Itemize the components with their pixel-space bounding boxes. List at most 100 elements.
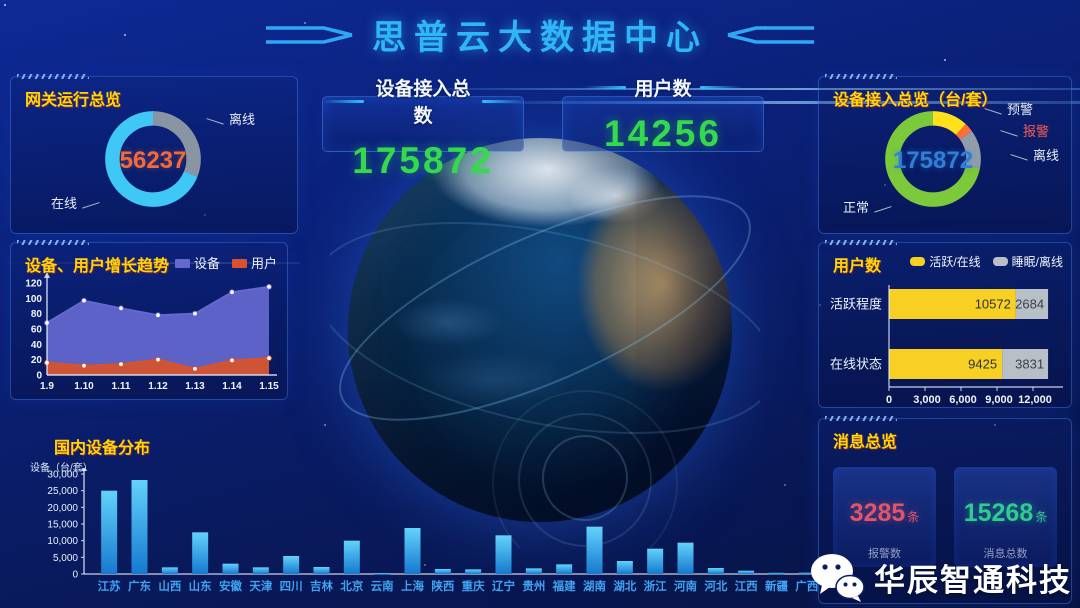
svg-text:60: 60 — [31, 325, 43, 336]
panel-title: 设备、用户增长趋势 — [25, 258, 170, 275]
svg-text:2684: 2684 — [1015, 297, 1044, 312]
offline-label: 离线 — [229, 112, 256, 127]
svg-text:20: 20 — [31, 355, 43, 366]
leader-line — [80, 196, 100, 209]
alarm-message-card: 3285 条 报警数 — [833, 467, 936, 567]
normal-label: 正常 — [843, 200, 870, 215]
svg-text:广西: 广西 — [795, 579, 818, 593]
svg-text:0: 0 — [72, 570, 78, 581]
legend-item-users: 用户 — [231, 253, 277, 272]
y-axis-title: 设备（台/套） — [30, 463, 93, 474]
page-title: 思普云大数据中心 — [372, 19, 708, 57]
earth-globe-image — [348, 138, 732, 522]
legend-sleep-label: 睡眠/离线 — [1011, 255, 1063, 269]
alarm-card-label: 报警数 — [868, 548, 901, 560]
message-cards: 3285 条 报警数 15268 条 消息总数 — [833, 467, 1057, 567]
wechat-icon — [811, 554, 865, 602]
svg-text:3,000: 3,000 — [913, 394, 941, 406]
legend-item-devices: 设备 — [174, 253, 220, 272]
online-label: 在线 — [51, 196, 78, 211]
svg-text:江苏: 江苏 — [98, 579, 121, 593]
svg-text:北京: 北京 — [340, 579, 363, 593]
panel-user-count: 用户数 活跃/在线 睡眠/离线 活跃程度 10572 2684 在线状态 9425 383… — [818, 240, 1072, 408]
svg-text:10,000: 10,000 — [47, 536, 78, 547]
stat-total-devices: 设备接入总数 175872 — [322, 74, 524, 181]
users-legend: 活跃/在线 睡眠/离线 — [910, 253, 1063, 270]
legend-active-label: 活跃/在线 — [929, 255, 981, 269]
svg-text:陕西: 陕西 — [431, 579, 454, 593]
offline-label: 离线 — [1033, 148, 1060, 163]
alarm-count-unit: 条 — [907, 510, 920, 524]
alarm-count: 3285 条 — [833, 499, 936, 528]
callout-offline: 离线 — [206, 109, 256, 128]
svg-text:1.14: 1.14 — [222, 381, 242, 392]
svg-text:25,000: 25,000 — [47, 486, 78, 497]
total-message-card: 15268 条 消息总数 — [954, 467, 1057, 567]
svg-text:20,000: 20,000 — [47, 503, 78, 514]
leader-line — [1000, 124, 1020, 137]
devices-swatch — [174, 259, 190, 268]
panel-device-access-overview: 设备接入总览（台/套） 175872 预警 报警 离线 正常 — [818, 74, 1072, 234]
trend-legend: 设备 用户 — [174, 253, 277, 272]
watermark-text: 华辰智通科技 — [874, 562, 1072, 598]
callout-warning: 预警 — [984, 99, 1034, 118]
stat-devices-label: 设备接入总数 — [322, 74, 524, 128]
legend-item-sleep: 睡眠/离线 — [992, 253, 1063, 270]
total-count: 15268 条 — [954, 499, 1057, 528]
distribution-bar-chart: 0 5,000 10,000 15,000 20,000 25,000 30,000 江苏 广东… — [47, 468, 822, 593]
svg-text:河北: 河北 — [704, 579, 727, 593]
svg-text:80: 80 — [31, 309, 43, 320]
trend-area-chart: 0 20 40 60 80 100 120 1.9 1.10 1.11 1.12 1.13 1.14 1.… — [25, 273, 279, 392]
gateway-donut-center-value: 56237 — [119, 147, 187, 174]
svg-text:120: 120 — [25, 279, 42, 290]
svg-text:40: 40 — [31, 340, 43, 351]
svg-text:河南: 河南 — [674, 579, 697, 593]
svg-text:6,000: 6,000 — [949, 394, 977, 406]
total-count-value: 15268 — [963, 499, 1034, 527]
svg-text:10572: 10572 — [975, 297, 1011, 312]
total-card-label: 消息总数 — [983, 548, 1028, 560]
stat-total-users: 用户数 14256 — [562, 74, 764, 154]
svg-text:浙江: 浙江 — [644, 579, 667, 593]
svg-text:活跃程度: 活跃程度 — [830, 297, 882, 312]
panel-gateway-overview: 网关运行总览 56237 离线 在线 — [10, 74, 298, 234]
leader-line — [1010, 148, 1030, 161]
svg-text:天津: 天津 — [249, 579, 272, 593]
leader-line — [872, 200, 892, 213]
light-streak — [470, 101, 1080, 104]
svg-text:上海: 上海 — [401, 579, 424, 593]
users-swatch — [231, 259, 247, 268]
svg-text:福建: 福建 — [552, 579, 576, 593]
callout-online: 在线 — [51, 193, 100, 212]
total-count-unit: 条 — [1035, 510, 1048, 524]
svg-text:安徽: 安徽 — [219, 579, 242, 593]
title-left-bracket-decoration — [266, 25, 353, 44]
callout-alarm: 报警 — [1000, 121, 1049, 140]
panel-message-overview: 消息总览 3285 条 报警数 15268 条 消息总数 — [818, 416, 1072, 604]
device-donut-chart — [885, 111, 981, 207]
svg-text:在线状态: 在线状态 — [830, 357, 882, 372]
svg-text:山东: 山东 — [189, 579, 212, 593]
warning-label: 预警 — [1007, 102, 1034, 117]
svg-text:湖北: 湖北 — [613, 579, 636, 593]
panel-title: 国内设备分布 — [54, 440, 151, 457]
svg-text:3831: 3831 — [1015, 357, 1044, 372]
legend-devices-label: 设备 — [193, 256, 220, 271]
svg-text:云南: 云南 — [371, 579, 394, 593]
legend-users-label: 用户 — [250, 256, 277, 271]
svg-text:湖南: 湖南 — [583, 579, 606, 593]
svg-text:四川: 四川 — [280, 580, 303, 593]
stat-devices-value: 175872 — [352, 140, 494, 181]
svg-text:0: 0 — [36, 371, 42, 382]
svg-text:辽宁: 辽宁 — [492, 579, 515, 593]
svg-text:吉林: 吉林 — [310, 579, 333, 593]
panel-title: 网关运行总览 — [25, 92, 122, 109]
header: 思普云大数据中心 — [0, 10, 1080, 59]
active-swatch — [910, 257, 926, 266]
svg-text:1.13: 1.13 — [185, 381, 205, 392]
callout-normal: 正常 — [843, 197, 892, 216]
leader-line — [206, 112, 226, 125]
svg-text:12,000: 12,000 — [1018, 394, 1052, 406]
leader-line — [984, 102, 1004, 115]
panel-domestic-device-distribution: 国内设备分布 设备（台/套） 0 5,000 10,000 15,000 20,000 2… — [28, 432, 828, 608]
